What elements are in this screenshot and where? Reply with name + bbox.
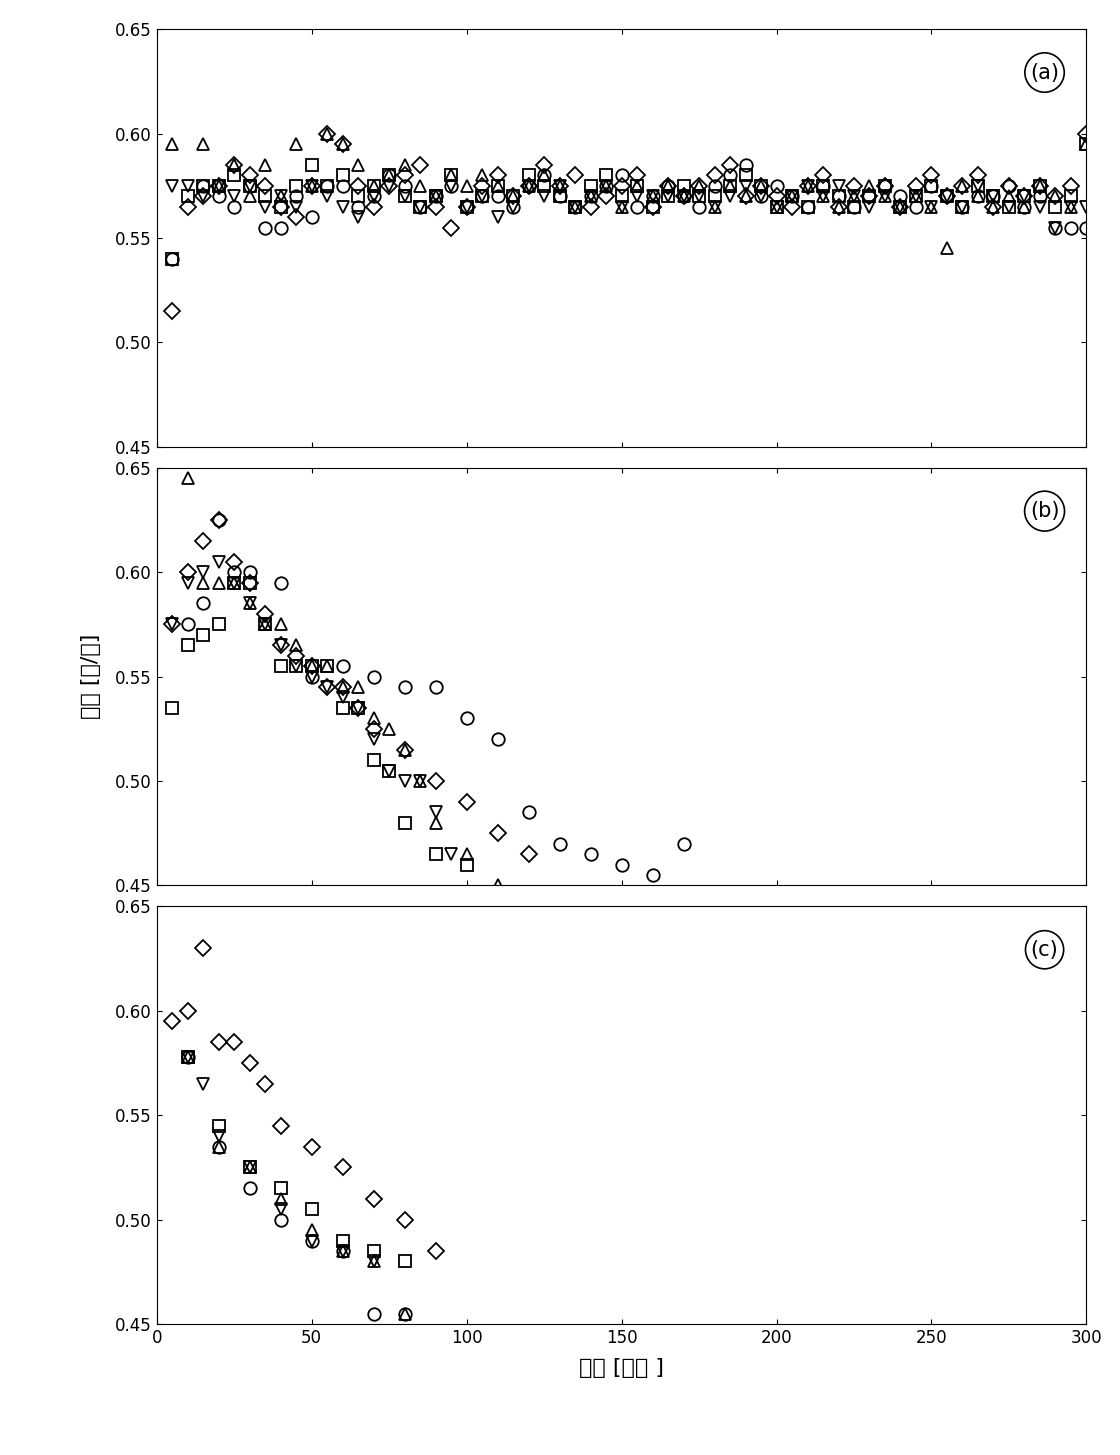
Text: (b): (b) — [1029, 501, 1060, 521]
Text: (c): (c) — [1030, 940, 1058, 960]
Y-axis label: 流量 [辆/秒]: 流量 [辆/秒] — [82, 634, 101, 719]
X-axis label: 时间 [分钟 ]: 时间 [分钟 ] — [579, 1358, 664, 1378]
Text: (a): (a) — [1030, 63, 1060, 83]
